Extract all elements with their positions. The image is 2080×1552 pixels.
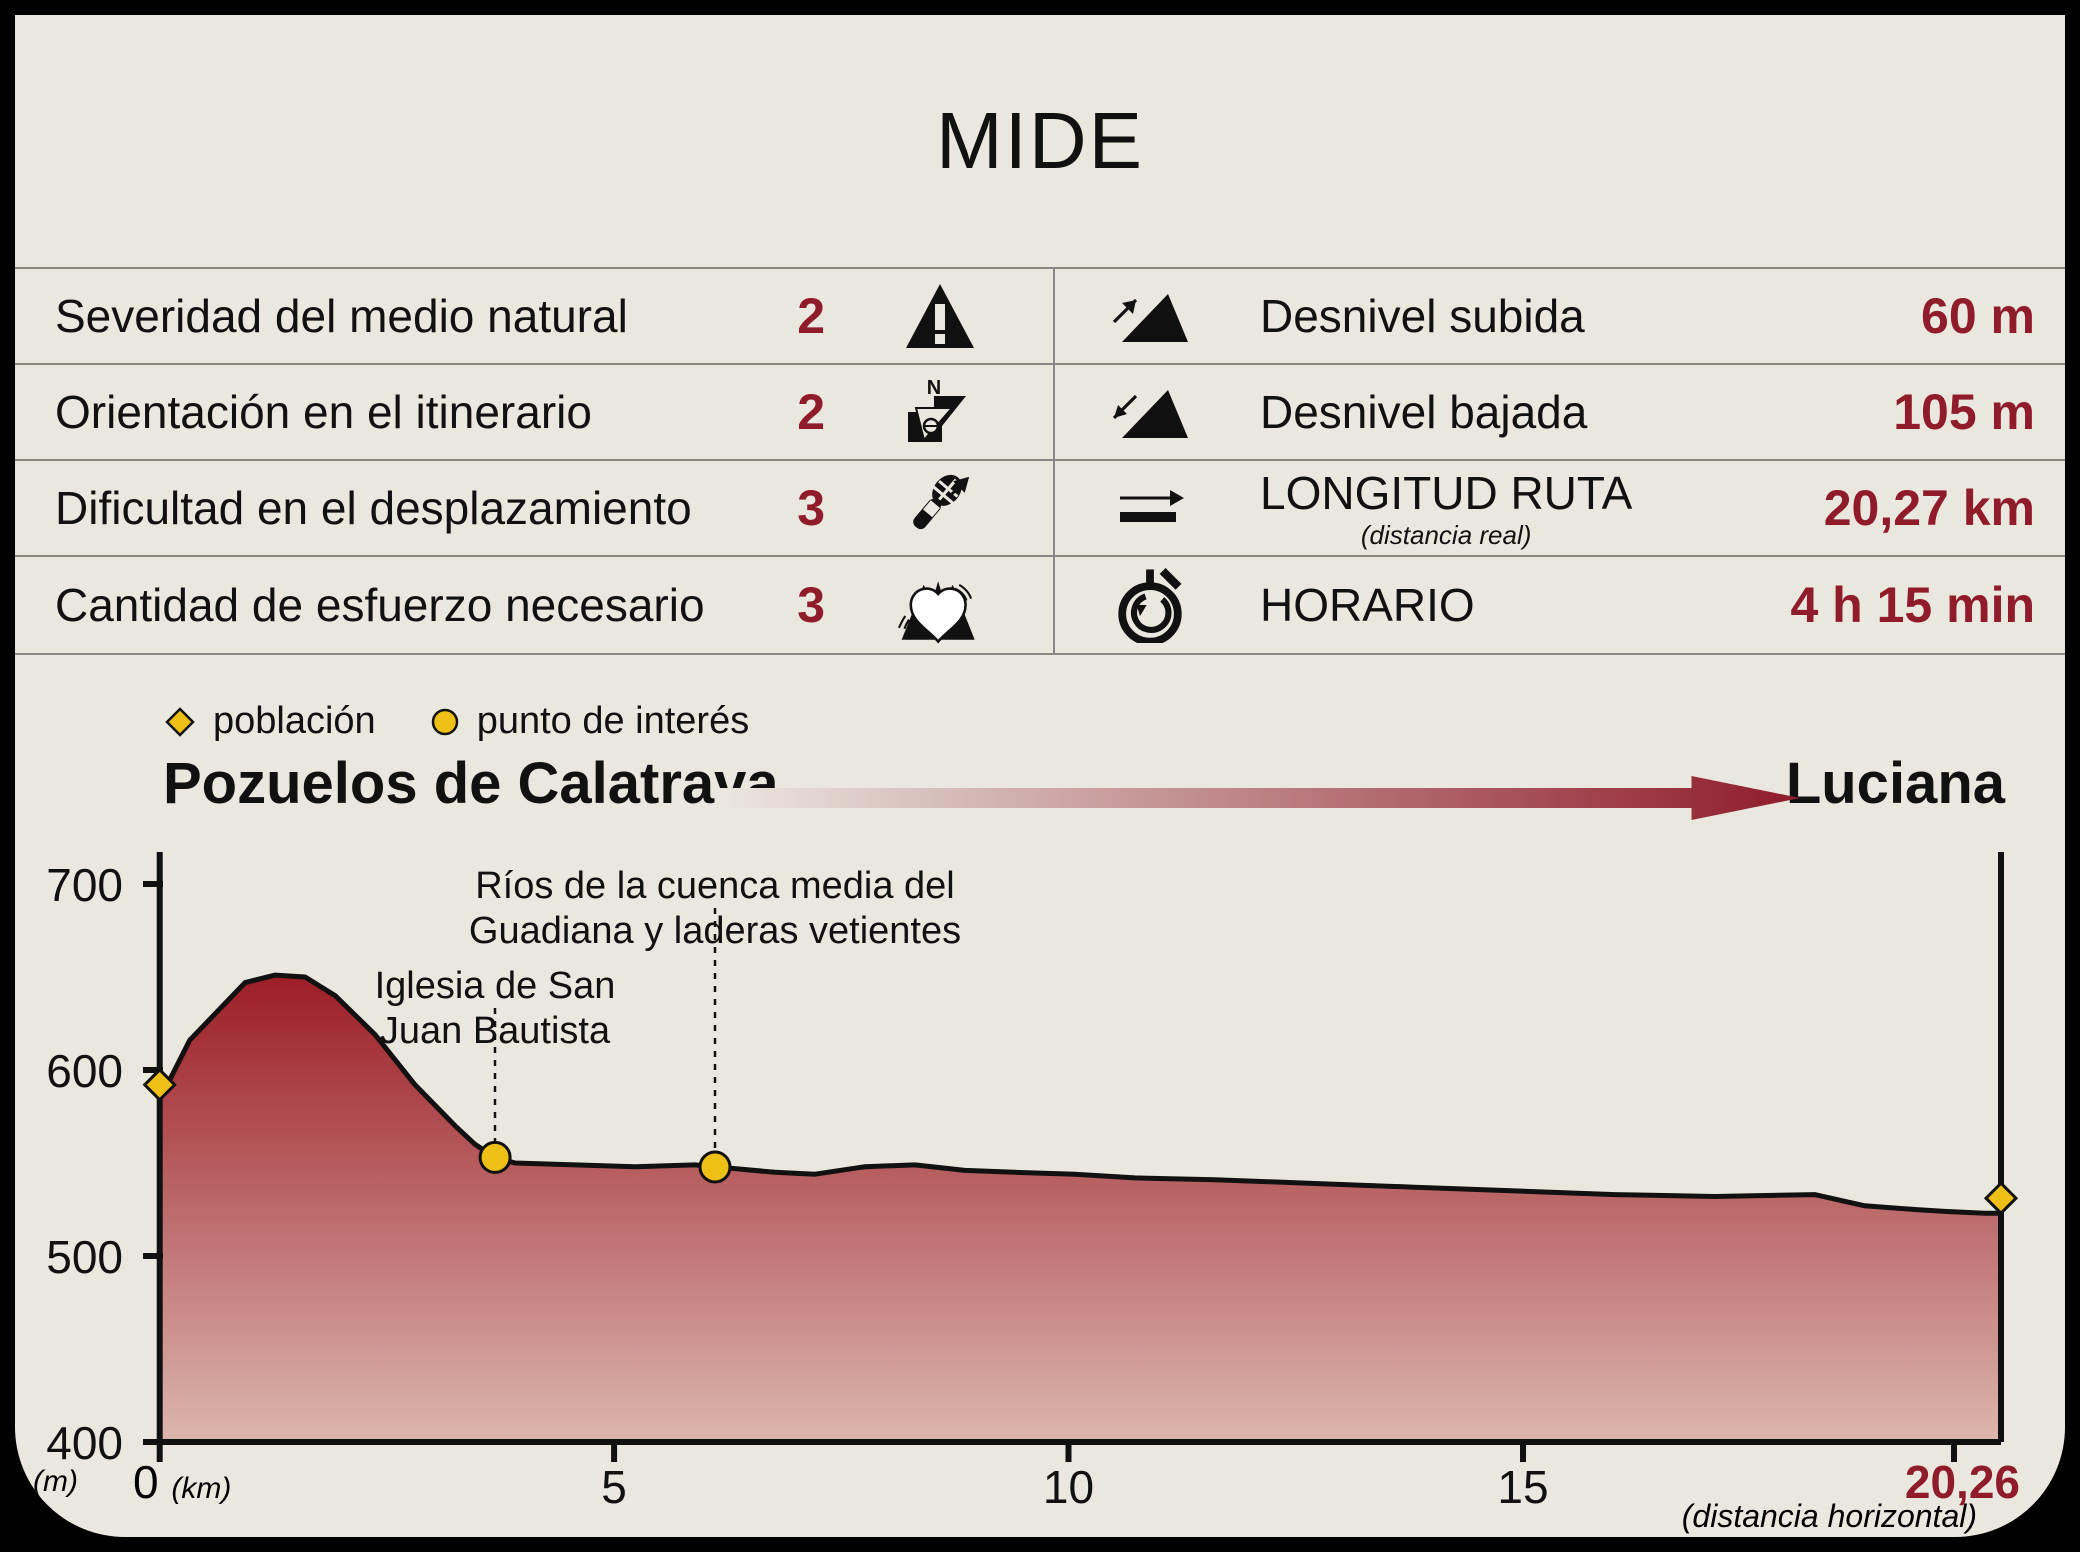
svg-text:700: 700 (46, 859, 123, 911)
svg-text:N: N (927, 378, 941, 399)
svg-text:10: 10 (1043, 1461, 1094, 1513)
svg-text:Ríos de la cuenca media del: Ríos de la cuenca media del (475, 865, 955, 907)
svg-text:15: 15 (1497, 1461, 1548, 1513)
svg-text:Iglesia de San: Iglesia de San (375, 965, 616, 1007)
svg-text:5: 5 (601, 1461, 627, 1513)
svg-text:500: 500 (46, 1231, 123, 1283)
svg-text:Juan Bautista: Juan Bautista (380, 1010, 611, 1052)
svg-text:600: 600 (46, 1045, 123, 1097)
svg-text:400: 400 (46, 1417, 123, 1469)
svg-text:Guadiana y laderas vetientes: Guadiana y laderas vetientes (469, 910, 961, 952)
